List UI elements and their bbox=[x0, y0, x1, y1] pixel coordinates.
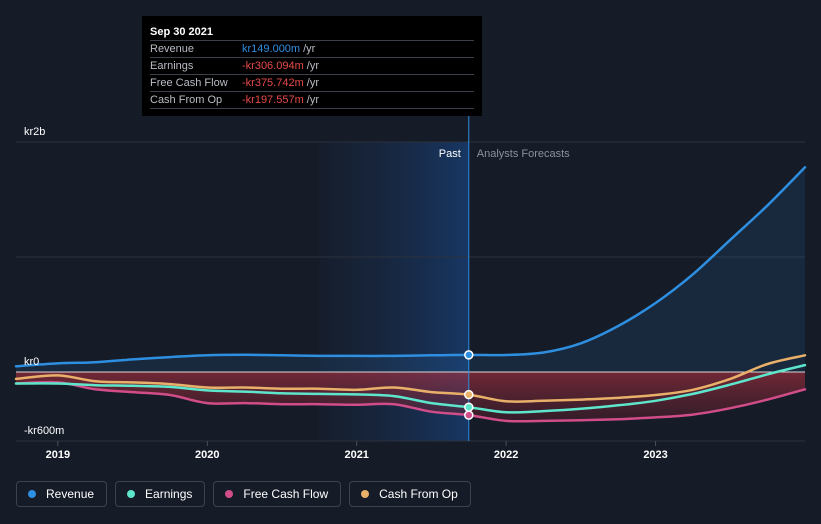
legend-label: Earnings bbox=[145, 487, 193, 501]
legend-item-earnings[interactable]: Earnings bbox=[115, 481, 206, 507]
tooltip-unit: /yr bbox=[306, 77, 319, 89]
series-line-free-cash-flow bbox=[14, 380, 807, 423]
tooltip-value: -kr197.557m bbox=[242, 94, 304, 106]
highlight-point-free-cash-flow bbox=[464, 410, 474, 420]
past-label: Past bbox=[439, 148, 461, 160]
tooltip-value: -kr306.094m bbox=[242, 60, 304, 72]
legend-dot-icon bbox=[225, 490, 234, 498]
x-tick-label: 2020 bbox=[195, 449, 219, 461]
series-line-revenue bbox=[14, 166, 807, 368]
tooltip-row-cash-from-op: Cash From Op -kr197.557m /yr bbox=[150, 91, 474, 109]
tooltip-label: Earnings bbox=[150, 60, 194, 72]
legend-dot-icon bbox=[28, 490, 36, 498]
revenue-area bbox=[16, 167, 805, 372]
legend-dot-icon bbox=[127, 490, 136, 498]
tooltip: Sep 30 2021 Revenue kr149.000m /yr Earni… bbox=[142, 16, 482, 116]
highlight-point-revenue bbox=[464, 350, 474, 360]
y-tick-label: -kr600m bbox=[24, 425, 64, 437]
legend-item-cash-from-op[interactable]: Cash From Op bbox=[349, 481, 471, 507]
tooltip-row-revenue: Revenue kr149.000m /yr bbox=[150, 40, 474, 57]
y-tick-label: kr0 bbox=[24, 356, 39, 368]
x-tick-label: 2019 bbox=[46, 449, 70, 461]
tooltip-unit: /yr bbox=[303, 43, 316, 55]
highlight-point-cash-from-op bbox=[464, 389, 474, 400]
x-tick-label: 2021 bbox=[344, 449, 368, 461]
legend-label: Cash From Op bbox=[379, 487, 458, 501]
legend-item-free-cash-flow[interactable]: Free Cash Flow bbox=[213, 481, 342, 507]
x-tick-label: 2023 bbox=[643, 449, 667, 461]
forecast-label: Analysts Forecasts bbox=[477, 148, 570, 160]
legend-item-revenue[interactable]: Revenue bbox=[16, 481, 108, 507]
tooltip-date: Sep 30 2021 bbox=[150, 26, 213, 38]
x-tick-label: 2022 bbox=[494, 449, 518, 461]
legend-label: Free Cash Flow bbox=[243, 487, 329, 501]
tooltip-row-free-cash-flow: Free Cash Flow -kr375.742m /yr bbox=[150, 74, 474, 91]
legend-label: Revenue bbox=[46, 487, 95, 501]
legend: Revenue Earnings Free Cash Flow Cash Fro… bbox=[16, 481, 479, 507]
legend-dot-icon bbox=[361, 490, 370, 498]
y-tick-label: kr2b bbox=[24, 126, 45, 138]
tooltip-unit: /yr bbox=[306, 94, 319, 106]
series-line-cash-from-op bbox=[14, 354, 807, 403]
tooltip-value: kr149.000m bbox=[242, 43, 301, 55]
tooltip-unit: /yr bbox=[306, 60, 319, 72]
negative-area bbox=[16, 372, 805, 422]
tooltip-value: -kr375.742m bbox=[242, 77, 304, 89]
series-line-earnings bbox=[14, 363, 807, 414]
tooltip-row-earnings: Earnings -kr306.094m /yr bbox=[150, 57, 474, 74]
tooltip-label: Free Cash Flow bbox=[150, 77, 228, 89]
tooltip-label: Revenue bbox=[150, 43, 195, 55]
tooltip-label: Cash From Op bbox=[150, 94, 223, 106]
highlight-point-earnings bbox=[464, 402, 474, 412]
